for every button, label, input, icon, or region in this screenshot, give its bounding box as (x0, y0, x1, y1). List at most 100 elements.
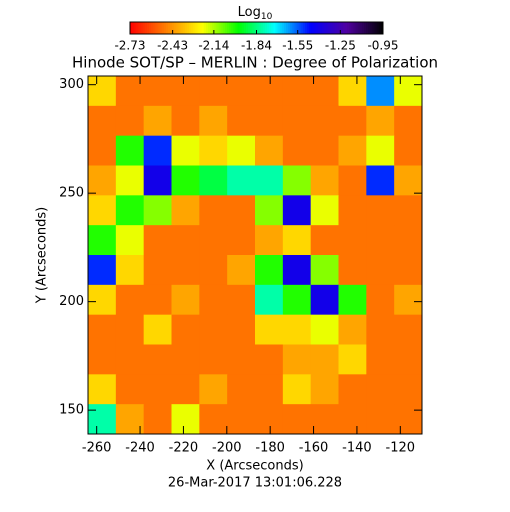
colorbar-swatch (182, 22, 186, 34)
colorbar-swatch (212, 22, 215, 34)
heatmap-cell (338, 105, 367, 137)
heatmap-cell (143, 255, 172, 286)
colorbar-swatch (296, 22, 300, 34)
colorbar-swatch (355, 22, 359, 34)
heatmap-cell (88, 374, 117, 405)
colorbar-swatch (315, 22, 319, 34)
x-axis-label: X (Arcseconds) (206, 459, 303, 474)
colorbar-swatch (239, 22, 243, 34)
colorbar-swatch (189, 22, 192, 34)
colorbar-swatch (224, 22, 228, 34)
colorbar-swatch (205, 22, 209, 34)
heatmap-cell (310, 344, 339, 375)
heatmap-cell (394, 225, 423, 256)
colorbar-swatch (142, 22, 146, 34)
colorbar-swatch (186, 22, 190, 34)
colorbar-swatch (180, 22, 184, 34)
heatmap-cell (171, 404, 200, 435)
colorbar-swatch (151, 22, 154, 34)
heatmap-cell (255, 225, 284, 256)
colorbar-swatch (260, 22, 264, 34)
colorbar-swatch (132, 22, 135, 34)
colorbar-swatch (353, 22, 357, 34)
colorbar-tick-label: -0.95 (367, 39, 398, 53)
heatmap-cell (255, 344, 284, 375)
colorbar-tick-label: -2.43 (157, 39, 188, 53)
heatmap-cell (88, 284, 117, 316)
colorbar-swatch (258, 22, 262, 34)
heatmap-cell (143, 314, 172, 345)
heatmap-cell (366, 404, 395, 435)
heatmap-cell (338, 284, 367, 316)
heatmap-cell (366, 135, 395, 166)
colorbar-swatch (317, 22, 321, 34)
colorbar-swatch (271, 22, 274, 34)
heatmap-cell (227, 165, 256, 196)
colorbar-swatch (264, 22, 268, 34)
heatmap-cell (282, 314, 312, 345)
heatmap-cell (115, 135, 145, 166)
colorbar-swatch (357, 22, 361, 34)
colorbar-swatch (313, 22, 317, 34)
heatmap-cell (255, 76, 284, 107)
footer: 26-Mar-2017 13:01:06.228 (168, 476, 342, 491)
heatmap-cell (88, 195, 117, 226)
heatmap-cell (88, 76, 117, 107)
heatmap-cell (227, 225, 256, 256)
heatmap-cell (282, 105, 312, 137)
colorbar-swatch (376, 22, 380, 34)
colorbar-tick-label: -1.25 (325, 39, 356, 53)
heatmap-cell (199, 344, 228, 375)
heatmap-cell (115, 404, 145, 435)
heatmap-cell (171, 344, 200, 375)
colorbar-swatch (201, 22, 205, 34)
colorbar-swatch (195, 22, 198, 34)
colorbar-swatch (193, 22, 196, 34)
colorbar-swatch (231, 22, 234, 34)
heatmap-cell (171, 135, 200, 166)
colorbar-swatch (203, 22, 207, 34)
heatmap-cell (199, 225, 228, 256)
colorbar-swatch (298, 22, 302, 34)
colorbar-swatch (138, 22, 142, 34)
colorbar-swatch (237, 22, 241, 34)
heatmap-cell (338, 255, 367, 286)
heatmap-cell (115, 374, 145, 405)
heatmap-cell (310, 225, 339, 256)
colorbar-swatch (170, 22, 173, 34)
colorbar-swatch (176, 22, 179, 34)
heatmap-cell (227, 105, 256, 137)
colorbar-swatch (378, 22, 382, 34)
heatmap-cell (366, 374, 395, 405)
colorbar-swatch (136, 22, 139, 34)
x-tick-label: -240 (125, 441, 155, 456)
heatmap-cell (394, 105, 423, 137)
colorbar-swatch (155, 22, 158, 34)
colorbar-swatch (174, 22, 177, 34)
heatmap-cell (255, 284, 284, 316)
colorbar-swatch (340, 22, 344, 34)
colorbar-swatch (372, 22, 376, 34)
heatmap-cell (115, 195, 145, 226)
heatmap-cell (171, 165, 200, 196)
heatmap-cell (171, 284, 200, 316)
heatmap-cell (338, 225, 367, 256)
heatmap-cell (88, 404, 117, 435)
colorbar-swatch (328, 22, 331, 34)
x-tick-label: -260 (82, 441, 112, 456)
heatmap-cell (115, 105, 145, 137)
colorbar-label-sub: 10 (261, 12, 273, 22)
heatmap-cell (115, 76, 145, 107)
colorbar-swatch (226, 22, 230, 34)
y-tick-label: 200 (59, 294, 84, 309)
colorbar-swatch (345, 22, 348, 34)
colorbar-swatch (300, 22, 304, 34)
colorbar-tick-label: -2.73 (114, 39, 145, 53)
colorbar-swatch (288, 22, 291, 34)
colorbar-swatch (222, 22, 226, 34)
heatmap-cell (338, 165, 367, 196)
colorbar-swatch (290, 22, 293, 34)
heatmap-cell (143, 76, 172, 107)
heatmap-cell (143, 404, 172, 435)
